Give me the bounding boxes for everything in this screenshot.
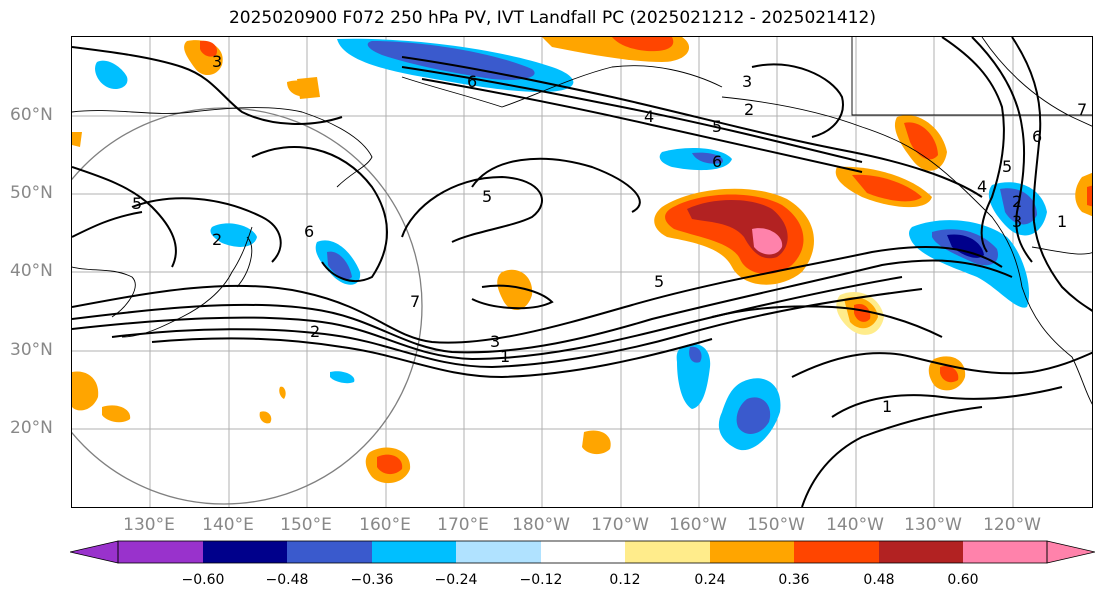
colorbar — [70, 540, 1095, 564]
contour-label: 5 — [712, 117, 722, 136]
colorbar-segment — [541, 541, 625, 563]
lat-label-20n: 20°N — [10, 418, 53, 438]
lon-label-180w: 180°W — [512, 515, 570, 535]
contour-label: 5 — [1002, 157, 1012, 176]
lat-label-30n: 30°N — [10, 340, 53, 360]
lat-label-50n: 50°N — [10, 183, 53, 203]
colorbar-segment — [794, 541, 879, 563]
colorbar-tick: −0.48 — [265, 572, 309, 588]
colorbar-extend-low — [70, 541, 118, 563]
colorbar-tick: 0.48 — [863, 572, 895, 588]
colorbar-segments — [70, 541, 1095, 563]
contour-label: 3 — [1012, 212, 1022, 231]
contour-label: 6 — [712, 152, 722, 171]
lon-label-170w: 170°W — [591, 515, 649, 535]
lat-label-40n: 40°N — [10, 261, 53, 281]
contour-label: 6 — [304, 222, 314, 241]
contour-label: 6 — [1032, 127, 1042, 146]
colorbar-tick: 0.60 — [947, 572, 979, 588]
lon-label-150e: 150°E — [280, 515, 332, 535]
radius-circle — [72, 107, 423, 505]
figure-title: 2025020900 F072 250 hPa PV, IVT Landfall… — [228, 8, 876, 28]
lon-label-140w: 140°W — [826, 515, 884, 535]
contour-label: 3 — [742, 72, 752, 91]
colorbar-segment — [879, 541, 963, 563]
lon-label-170e: 170°E — [437, 515, 489, 535]
colorbar-segment — [625, 541, 710, 563]
colorbar-tick: 0.36 — [778, 572, 810, 588]
lon-label-120w: 120°W — [983, 515, 1041, 535]
contour-label: 3 — [490, 332, 500, 351]
colorbar-segment — [372, 541, 456, 563]
colorbar-extend-high — [1047, 541, 1095, 563]
colorbar-segment — [710, 541, 794, 563]
contour-label: 7 — [410, 292, 420, 311]
contours — [72, 37, 1092, 507]
map-canvas: 3 6 3 2 4 5 6 2 6 5 7 2 3 1 5 1 4 5 6 3 … — [72, 37, 1092, 507]
lon-label-140e: 140°E — [202, 515, 254, 535]
contour-label: 5 — [482, 187, 492, 206]
lat-label-60n: 60°N — [10, 105, 53, 125]
colorbar-segment — [118, 541, 203, 563]
contour-label: 6 — [467, 72, 477, 91]
contour-label: 5 — [654, 272, 664, 291]
colorbar-segment — [287, 541, 372, 563]
contour-label: 3 — [212, 52, 222, 71]
colorbar-tick: −0.60 — [181, 572, 225, 588]
contour-label: 2 — [744, 100, 754, 119]
lon-label-130w: 130°W — [904, 515, 962, 535]
colorbar-tick: −0.12 — [519, 572, 563, 588]
contour-label: 7 — [1077, 100, 1087, 119]
colorbar-tick: 0.24 — [694, 572, 726, 588]
contour-label: 1 — [882, 397, 892, 416]
colorbar-segment — [456, 541, 541, 563]
contour-label: 2 — [1012, 192, 1022, 211]
colorbar-segment — [203, 541, 287, 563]
colorbar-tick: 0.12 — [609, 572, 641, 588]
colorbar-tick: −0.24 — [434, 572, 478, 588]
map-panel: 3 6 3 2 4 5 6 2 6 5 7 2 3 1 5 1 4 5 6 3 … — [71, 36, 1093, 508]
contour-label: 1 — [500, 347, 510, 366]
contour-label: 5 — [132, 194, 142, 213]
lon-label-160w: 160°W — [669, 515, 727, 535]
lon-label-130e: 130°E — [123, 515, 175, 535]
colorbar-tick: −0.36 — [350, 572, 394, 588]
colorbar-segment — [963, 541, 1047, 563]
contour-label: 4 — [977, 177, 987, 196]
contour-label: 4 — [644, 107, 654, 126]
contour-label: 1 — [1057, 212, 1067, 231]
contour-labels: 3 6 3 2 4 5 6 2 6 5 7 2 3 1 5 1 4 5 6 3 … — [132, 52, 1087, 416]
contour-label: 2 — [212, 230, 222, 249]
lon-label-150w: 150°W — [747, 515, 805, 535]
contour-label: 2 — [310, 322, 320, 341]
lon-label-160e: 160°E — [359, 515, 411, 535]
